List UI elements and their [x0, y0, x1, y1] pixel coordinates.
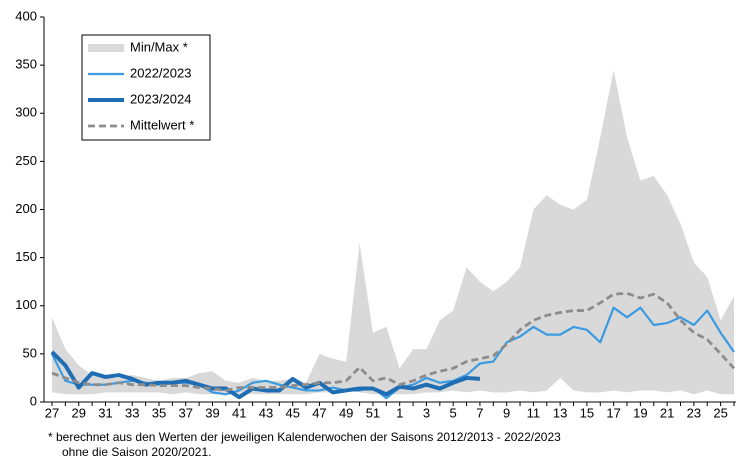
x-tick-label: 35	[152, 405, 166, 420]
y-tick-label: 100	[15, 297, 37, 312]
x-tick-label: 47	[312, 405, 326, 420]
min-max-band	[52, 69, 734, 395]
x-tick-label: 37	[178, 405, 192, 420]
legend-label: Mittelwert *	[130, 117, 194, 132]
footnote: ohne die Saison 2020/2021.	[62, 445, 211, 459]
y-tick-label: 400	[15, 8, 37, 23]
x-tick-label: 5	[450, 405, 457, 420]
x-tick-label: 51	[366, 405, 380, 420]
x-tick-label: 27	[45, 405, 59, 420]
y-tick-label: 150	[15, 249, 37, 264]
x-tick-label: 33	[125, 405, 139, 420]
x-tick-label: 43	[259, 405, 273, 420]
x-tick-label: 1	[396, 405, 403, 420]
x-tick-label: 23	[687, 405, 701, 420]
series-line	[50, 350, 481, 400]
x-tick-label: 29	[72, 405, 86, 420]
x-tick-label: 45	[285, 405, 299, 420]
x-tick-label: 15	[580, 405, 594, 420]
x-tick-label: 21	[660, 405, 674, 420]
x-tick-label: 49	[339, 405, 353, 420]
legend-label: 2023/2024	[130, 91, 191, 106]
y-tick-label: 50	[23, 345, 37, 360]
legend-box	[81, 34, 211, 141]
x-tick-label: 39	[205, 405, 219, 420]
footnote: * berechnet aus den Werten der jeweilige…	[48, 430, 561, 444]
y-tick-label: 0	[30, 393, 37, 408]
x-tick-label: 11	[527, 405, 541, 420]
x-tick-label: 13	[553, 405, 567, 420]
y-tick-label: 250	[15, 153, 37, 168]
x-tick-label: 25	[713, 405, 727, 420]
x-tick-label: 17	[606, 405, 620, 420]
x-tick-label: 3	[423, 405, 430, 420]
x-tick-label: 19	[633, 405, 647, 420]
x-tick-label: 9	[503, 405, 510, 420]
legend-label: Min/Max *	[130, 39, 188, 54]
x-tick-label: 41	[232, 405, 246, 420]
x-tick-label: 31	[98, 405, 112, 420]
y-tick-label: 300	[15, 105, 37, 120]
y-tick-label: 350	[15, 57, 37, 72]
y-tick-label: 200	[15, 201, 37, 216]
legend-label: 2022/2023	[130, 65, 191, 80]
series-line	[51, 291, 736, 392]
x-tick-label: 7	[476, 405, 483, 420]
